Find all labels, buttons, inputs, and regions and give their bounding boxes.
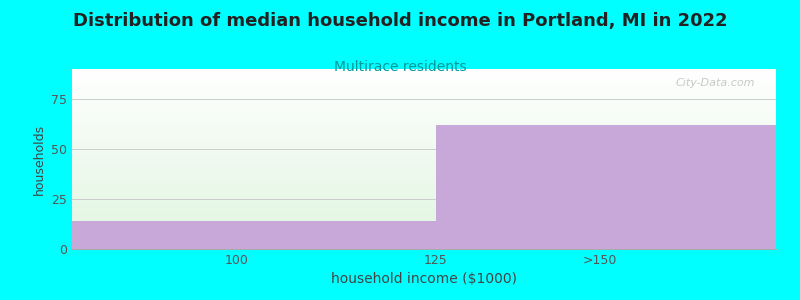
X-axis label: household income ($1000): household income ($1000) [331, 272, 517, 286]
Bar [436, 125, 776, 249]
Bar [72, 221, 436, 249]
Text: Distribution of median household income in Portland, MI in 2022: Distribution of median household income … [73, 12, 727, 30]
Y-axis label: households: households [33, 123, 46, 195]
Text: City-Data.com: City-Data.com [675, 78, 755, 88]
Text: Multirace residents: Multirace residents [334, 60, 466, 74]
